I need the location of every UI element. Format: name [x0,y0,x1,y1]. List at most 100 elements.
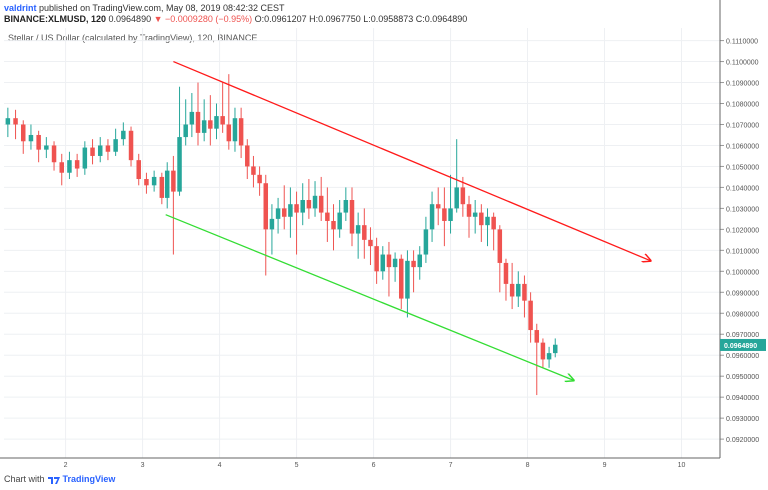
x-tick-label: 5 [295,462,299,469]
candle-up [97,145,103,156]
candle-down [136,160,141,180]
candle-down [534,330,540,343]
x-tick-label: 7 [449,462,453,469]
candle-down [36,134,41,150]
down-arrow-icon: ▼ [153,14,163,24]
last-price-label: 0.0964890 [724,343,757,350]
y-tick-label: 0.0940000 [726,395,759,402]
candle-down [226,124,232,142]
candle-down [368,239,373,247]
candle-down [238,118,244,146]
candle-up [312,195,318,209]
footer-brand[interactable]: TradingView [62,474,116,484]
y-tick-label: 0.0930000 [726,416,759,423]
x-tick-label: 8 [526,462,530,469]
y-tick-label: 0.0920000 [726,437,759,444]
candle-up [288,204,293,217]
symbol-quote-line: BINANCE:XLMUSD, 120 0.0964890 ▼ −0.00092… [4,14,467,24]
x-tick-label: 2 [64,462,68,469]
x-tick-label: 6 [372,462,376,469]
candle-down [90,147,95,156]
candle-down [294,204,299,213]
candles-layer [5,74,558,396]
candle-down [74,160,80,169]
price-change: −0.0009280 (−0.95%) [165,14,253,24]
last-price: 0.0964890 [108,14,152,24]
candle-down [128,130,134,161]
candle-down [318,195,324,213]
trendlines-layer [165,60,651,381]
y-tick-label: 0.1000000 [726,269,759,276]
y-tick-label: 0.0980000 [726,311,759,318]
last-price-tag [720,338,766,351]
candle-down [528,300,533,331]
candle-up [472,212,478,217]
symbol-label: BINANCE:XLMUSD, 120 [4,14,107,24]
y-tick-label: 0.1030000 [726,206,759,213]
candle-down [435,204,441,209]
candle-down [257,174,262,184]
candle-down [522,283,527,301]
candle-down [144,179,149,186]
candle-up [5,118,11,125]
axes-layer: 0.1110000 0.1100000 0.1090000 0.1080000 0.10… [0,0,766,469]
candle-down [59,162,64,173]
y-tick-label: 0.0970000 [726,332,759,339]
candle-down [20,124,26,142]
candle-up [232,118,238,142]
y-tick-label: 0.1020000 [726,227,759,234]
candle-down [325,212,330,221]
x-tick-label: 10 [678,462,686,469]
candle-up [121,130,126,140]
y-tick-label: 0.1060000 [726,143,759,150]
y-tick-label: 0.1080000 [726,102,759,109]
candle-up [82,147,88,169]
trendline-upper [173,60,650,261]
trendline-lower [165,214,574,381]
candle-down [220,116,225,125]
chart-title: Stellar / US Dollar (calculated by Tradi… [8,33,258,43]
y-tick-label: 0.1100000 [726,60,759,67]
candle-up [485,216,490,226]
candle-up [448,208,453,221]
candle-up [392,258,398,268]
candle-down [159,176,165,198]
candle-up [183,124,188,138]
candle-up [269,218,275,230]
candle-down [105,145,111,152]
candle-up [44,145,49,150]
candle-down [479,212,484,226]
candle-down [374,246,379,272]
published-text: published on TradingView.com, May 08, 20… [39,3,285,13]
candle-down [466,204,472,217]
candle-down [51,145,57,163]
candle-down [263,183,269,230]
candle-up [546,353,552,360]
candle-up [454,187,459,209]
y-tick-label: 0.0960000 [726,353,759,360]
candle-up [343,200,349,213]
candle-down [411,260,416,268]
candle-down [195,111,201,133]
candle-down [245,145,250,167]
candle-up [113,139,118,152]
chart-grid [4,28,720,458]
candle-down [331,220,336,230]
y-tick-label: 0.1050000 [726,164,759,171]
candle-up [405,260,410,299]
candle-down [386,254,392,268]
candle-down [171,170,176,192]
candle-down [540,342,546,360]
candle-down [460,187,466,205]
candle-down [349,200,355,234]
publisher-line: valdrint published on TradingView.com, M… [4,3,285,13]
y-tick-label: 0.0950000 [726,374,759,381]
candle-up [417,254,422,268]
y-tick-label: 0.1070000 [726,122,759,129]
candle-up [151,176,157,186]
candle-up [429,204,435,230]
candle-down [442,208,447,221]
author-name[interactable]: valdrint [4,3,37,13]
ohlc-values: O:0.0961207 H:0.0967750 L:0.0958873 C:0.… [254,14,468,24]
